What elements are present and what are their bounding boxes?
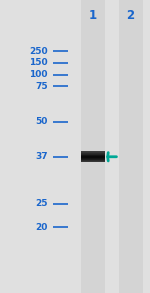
Text: 1: 1 <box>89 9 97 22</box>
Text: 150: 150 <box>29 59 48 67</box>
Bar <box>81 154 105 155</box>
Text: 250: 250 <box>29 47 48 56</box>
Text: 75: 75 <box>35 82 48 91</box>
Bar <box>81 154 105 155</box>
Text: 2: 2 <box>126 9 135 22</box>
Bar <box>118 0 142 293</box>
Bar <box>81 156 105 157</box>
Bar <box>81 155 105 156</box>
Bar <box>81 0 105 293</box>
Bar <box>81 152 105 153</box>
Bar <box>81 159 105 160</box>
Bar <box>81 160 105 161</box>
Bar <box>81 158 105 159</box>
Bar <box>81 153 105 154</box>
Text: 25: 25 <box>36 199 48 208</box>
Bar <box>81 161 105 162</box>
Text: 100: 100 <box>30 70 48 79</box>
Bar <box>81 157 105 158</box>
Text: 50: 50 <box>36 117 48 126</box>
Bar <box>81 159 105 160</box>
Bar <box>81 151 105 152</box>
Text: 37: 37 <box>35 152 48 161</box>
Text: 20: 20 <box>36 223 48 231</box>
